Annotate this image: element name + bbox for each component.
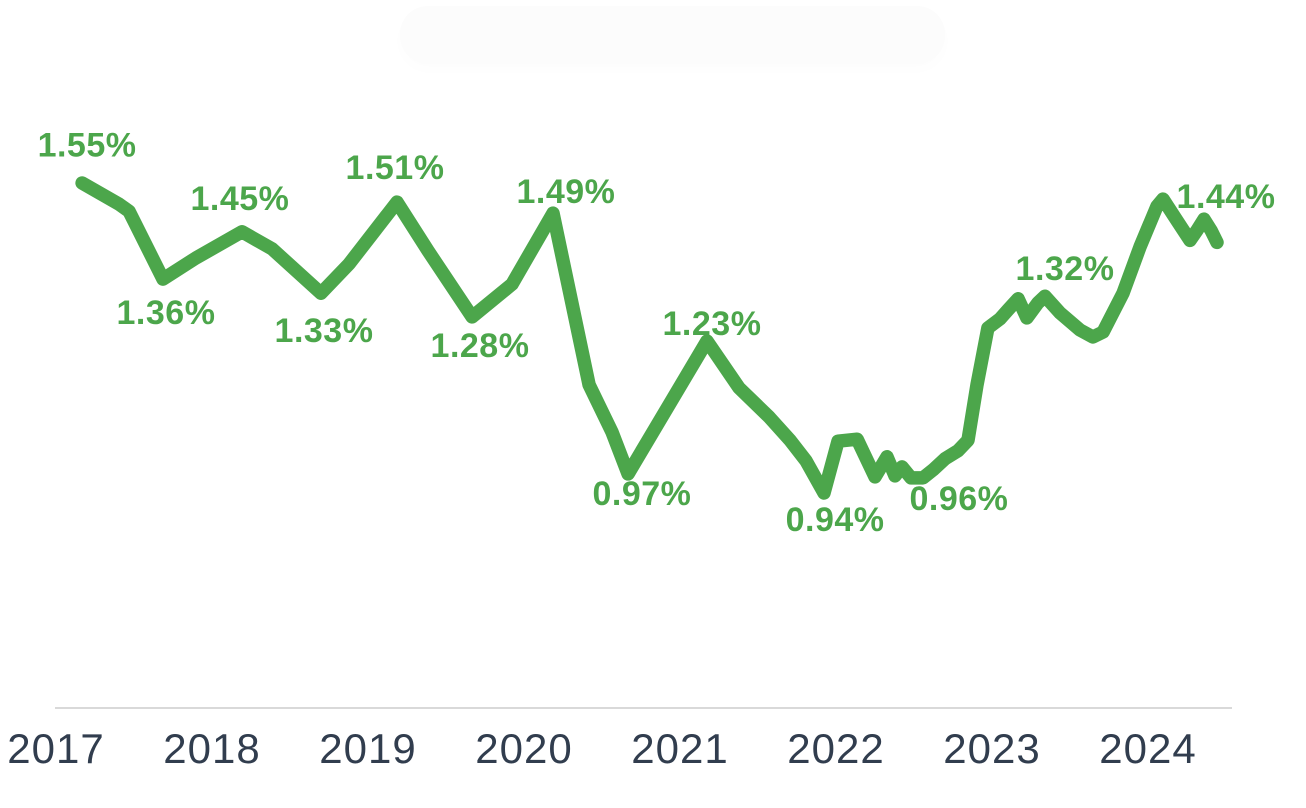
x-tick-label-2017: 2017: [7, 725, 104, 772]
point-label-123: 1.23%: [663, 305, 762, 343]
point-label-151: 1.51%: [346, 149, 445, 187]
x-tick-label-2023: 2023: [943, 725, 1040, 772]
erased-title-placeholder: [400, 6, 945, 64]
x-tick-label-2020: 2020: [475, 725, 572, 772]
point-label-136: 1.36%: [117, 294, 216, 332]
rate-series-line: [75, 176, 1224, 500]
x-tick-label-2022: 2022: [787, 725, 884, 772]
point-label-145: 1.45%: [190, 180, 289, 218]
x-tick-label-2018: 2018: [163, 725, 260, 772]
point-label-094: 0.94%: [786, 501, 885, 539]
point-label-149: 1.49%: [517, 173, 616, 211]
point-label-128: 1.28%: [431, 327, 530, 365]
point-label-097: 0.97%: [592, 475, 691, 513]
point-label-133: 1.33%: [275, 312, 374, 350]
point-label-155: 1.55%: [38, 127, 137, 165]
x-tick-label-2021: 2021: [631, 725, 728, 772]
point-label-132: 1.32%: [1016, 250, 1115, 288]
point-label-144: 1.44%: [1177, 178, 1276, 216]
point-label-096: 0.96%: [909, 480, 1008, 518]
x-tick-label-2024: 2024: [1099, 725, 1196, 772]
x-tick-label-2019: 2019: [319, 725, 416, 772]
